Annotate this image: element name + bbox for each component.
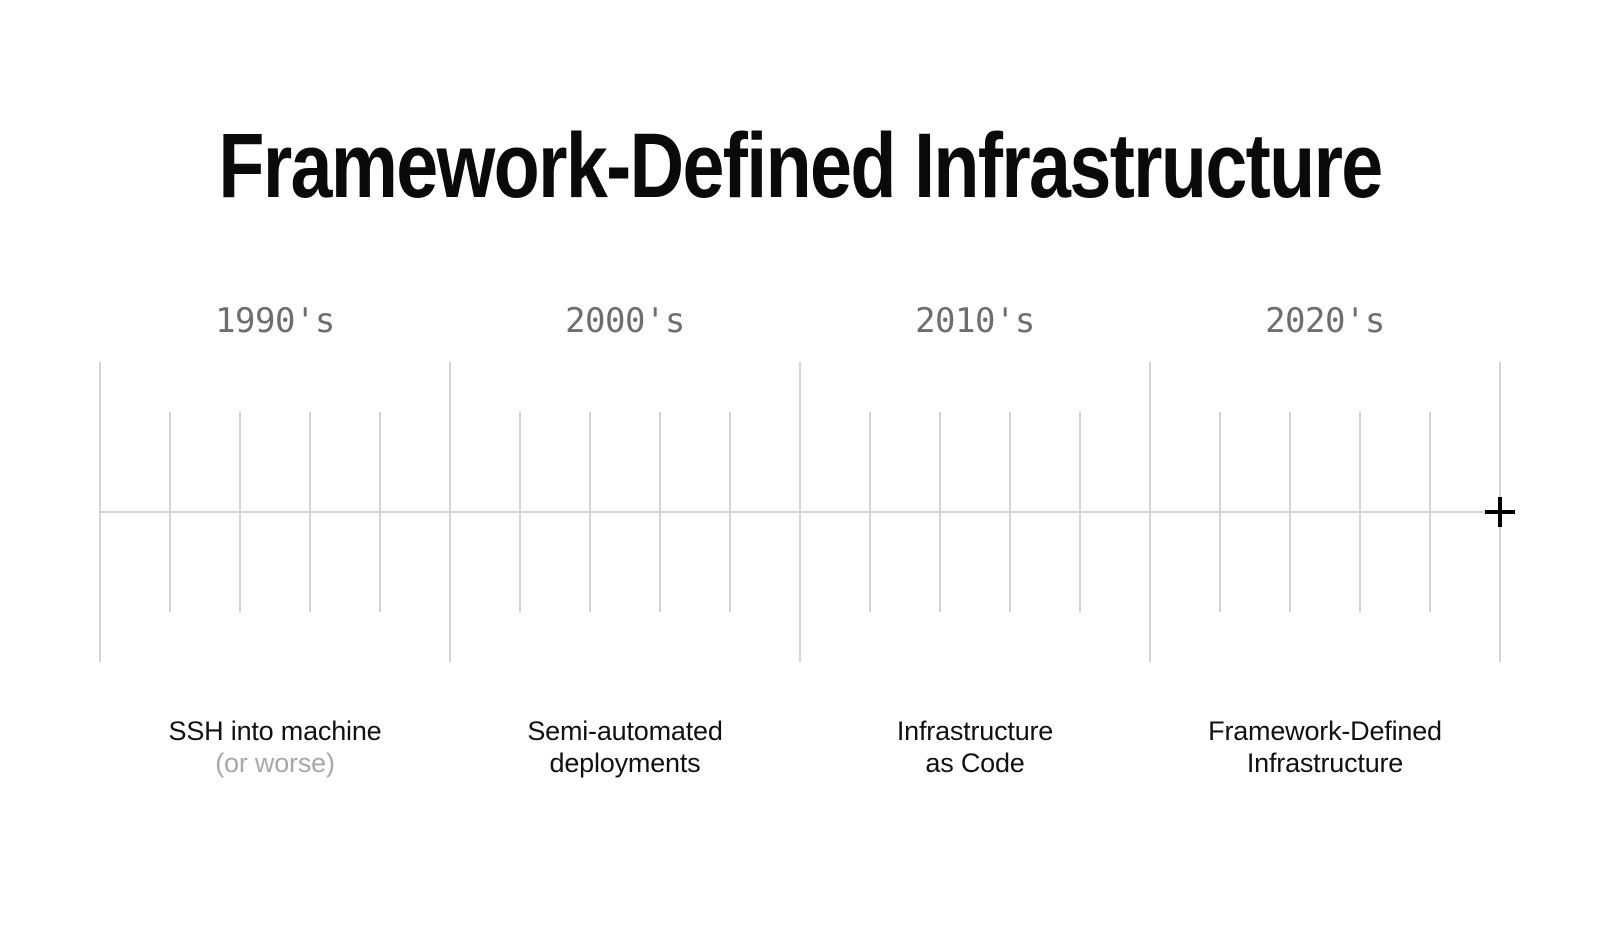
year-tick [1289,412,1291,612]
era-caption-line1: SSH into machine [168,716,382,746]
year-tick [659,412,661,612]
decade-tick [799,362,801,662]
year-tick [1009,412,1011,612]
decade-labels-row: 1990's 2000's 2010's 2020's [100,304,1500,338]
decade-tick [1149,362,1151,662]
year-tick [1359,412,1361,612]
decade-tick [99,362,101,662]
timeline-axis [99,362,1515,662]
year-tick [939,412,941,612]
year-tick [519,412,521,612]
era-caption-line1: Infrastructure [896,716,1054,746]
year-tick [869,412,871,612]
era-caption-line1: Semi-automated [527,716,723,746]
year-tick [589,412,591,612]
decade-label-1990s: 1990's [215,301,335,341]
year-tick [1219,412,1221,612]
decade-tick [449,362,451,662]
era-captions-row: SSH into machine (or worse) Semi-automat… [100,715,1500,779]
era-caption-line2: (or worse) [215,748,335,778]
year-tick [729,412,731,612]
year-tick [379,412,381,612]
era-caption-line2: as Code [925,748,1025,778]
decade-label-2000s: 2000's [565,301,685,341]
year-tick [309,412,311,612]
era-caption-2000s: Semi-automated deployments [450,715,800,779]
era-caption-2020s: Framework-Defined Infrastructure [1150,715,1500,779]
era-caption-2010s: Infrastructure as Code [800,715,1150,779]
decade-label-2010s: 2010's [915,301,1035,341]
year-tick [169,412,171,612]
page-title: Framework-Defined Infrastructure [218,115,1383,217]
year-tick [1079,412,1081,612]
cross-vertical-bar [1498,497,1502,527]
decade-label-2020s: 2020's [1265,301,1385,341]
era-caption-line2: Infrastructure [1246,748,1404,778]
era-caption-line1: Framework-Defined [1208,716,1442,746]
era-caption-1990s: SSH into machine (or worse) [100,715,450,779]
year-tick [239,412,241,612]
era-caption-line2: deployments [549,748,701,778]
year-tick [1429,412,1431,612]
